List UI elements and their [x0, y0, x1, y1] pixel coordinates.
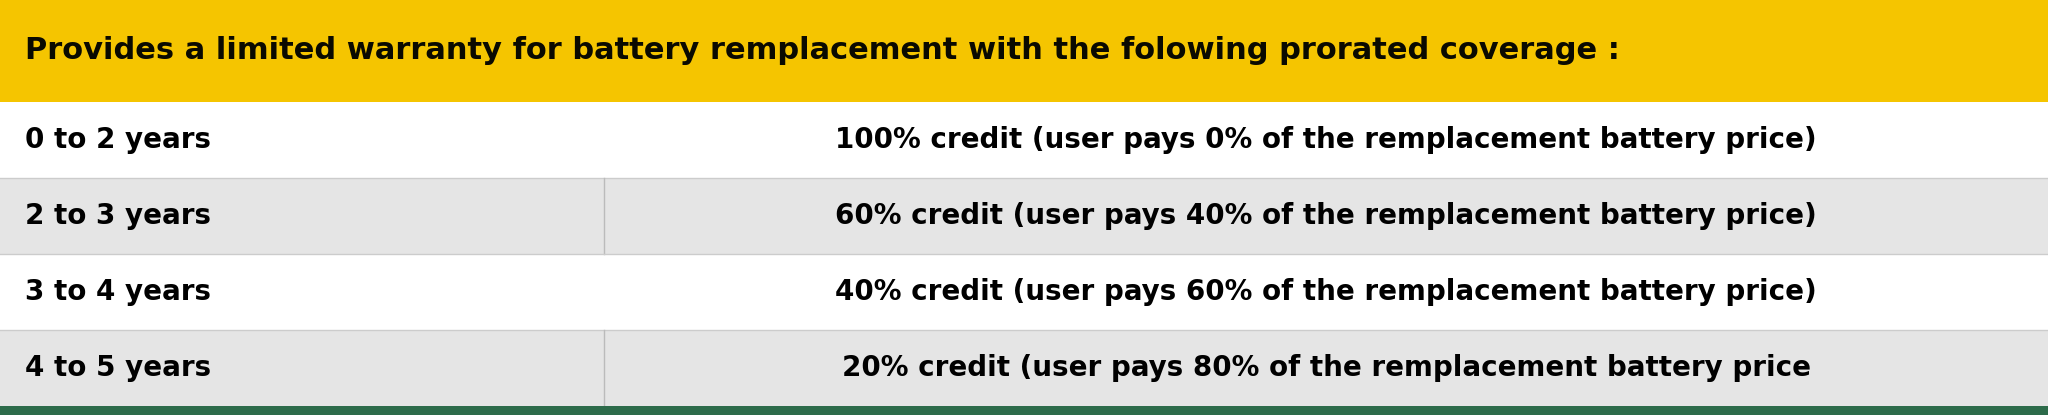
Text: 100% credit (user pays 0% of the remplacement battery price): 100% credit (user pays 0% of the remplac… [836, 126, 1817, 154]
Text: 20% credit (user pays 80% of the remplacement battery price: 20% credit (user pays 80% of the remplac… [842, 354, 1810, 382]
Text: 3 to 4 years: 3 to 4 years [25, 278, 211, 306]
Text: 40% credit (user pays 60% of the remplacement battery price): 40% credit (user pays 60% of the remplac… [836, 278, 1817, 306]
Text: 0 to 2 years: 0 to 2 years [25, 126, 211, 154]
Bar [0, 406, 2048, 415]
Text: 60% credit (user pays 40% of the remplacement battery price): 60% credit (user pays 40% of the remplac… [836, 202, 1817, 230]
Bar [0, 330, 2048, 406]
Bar [0, 102, 2048, 178]
Text: Provides a limited warranty for battery remplacement with the folowing prorated : Provides a limited warranty for battery … [25, 37, 1620, 65]
Bar [0, 254, 2048, 330]
Bar [0, 0, 2048, 102]
Text: 2 to 3 years: 2 to 3 years [25, 202, 211, 230]
Bar [0, 178, 2048, 254]
Text: 4 to 5 years: 4 to 5 years [25, 354, 211, 382]
